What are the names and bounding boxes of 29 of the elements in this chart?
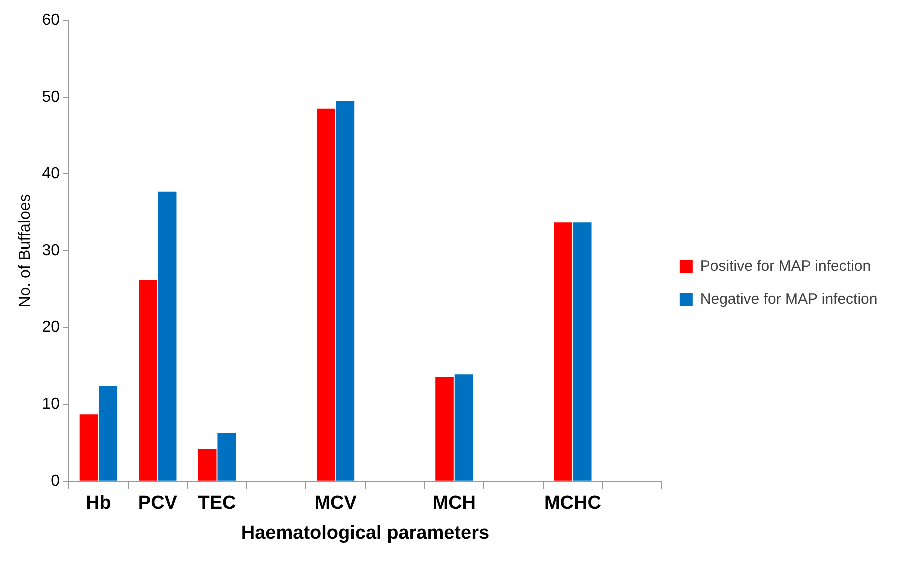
bar <box>99 386 118 481</box>
bar <box>573 222 592 481</box>
legend-label: Positive for MAP infection <box>700 258 872 276</box>
x-tick-label: MCHC <box>544 493 602 514</box>
y-tick-label: 0 <box>51 472 60 490</box>
bar <box>436 376 454 481</box>
y-tick-label: 30 <box>42 242 60 260</box>
x-tick-label: TEC <box>198 493 237 514</box>
bar <box>198 449 217 481</box>
bar <box>158 192 177 481</box>
y-tick-label: 40 <box>42 166 60 183</box>
bar <box>139 280 158 481</box>
x-tick-label: MCV <box>314 493 358 514</box>
x-axis-title: Haematological parameters <box>241 522 490 544</box>
y-tick-label: 20 <box>42 319 60 336</box>
bar <box>80 414 98 481</box>
y-tick-label: 10 <box>42 396 60 414</box>
bar <box>554 222 572 481</box>
bar <box>336 101 355 481</box>
y-tick-label: 60 <box>42 12 60 30</box>
y-tick-label: 50 <box>42 88 60 106</box>
x-tick-label: MCH <box>432 493 476 514</box>
bar <box>317 108 336 481</box>
x-tick-label: Hb <box>86 493 112 514</box>
x-tick-label: PCV <box>138 493 178 514</box>
y-axis-title: No. of Buffaloes <box>17 194 34 308</box>
legend-label: Negative for MAP infection <box>700 291 878 308</box>
bar <box>454 374 474 481</box>
bar <box>218 433 236 481</box>
